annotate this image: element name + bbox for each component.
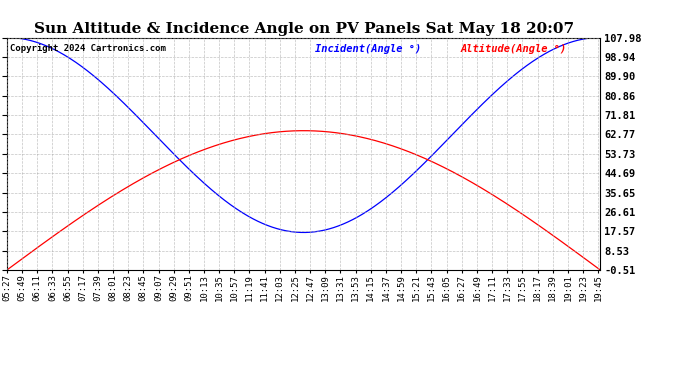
Text: Copyright 2024 Cartronics.com: Copyright 2024 Cartronics.com: [10, 45, 166, 54]
Text: Incident(Angle °): Incident(Angle °): [315, 45, 422, 54]
Title: Sun Altitude & Incidence Angle on PV Panels Sat May 18 20:07: Sun Altitude & Incidence Angle on PV Pan…: [34, 22, 573, 36]
Text: Altitude(Angle °): Altitude(Angle °): [461, 45, 567, 54]
